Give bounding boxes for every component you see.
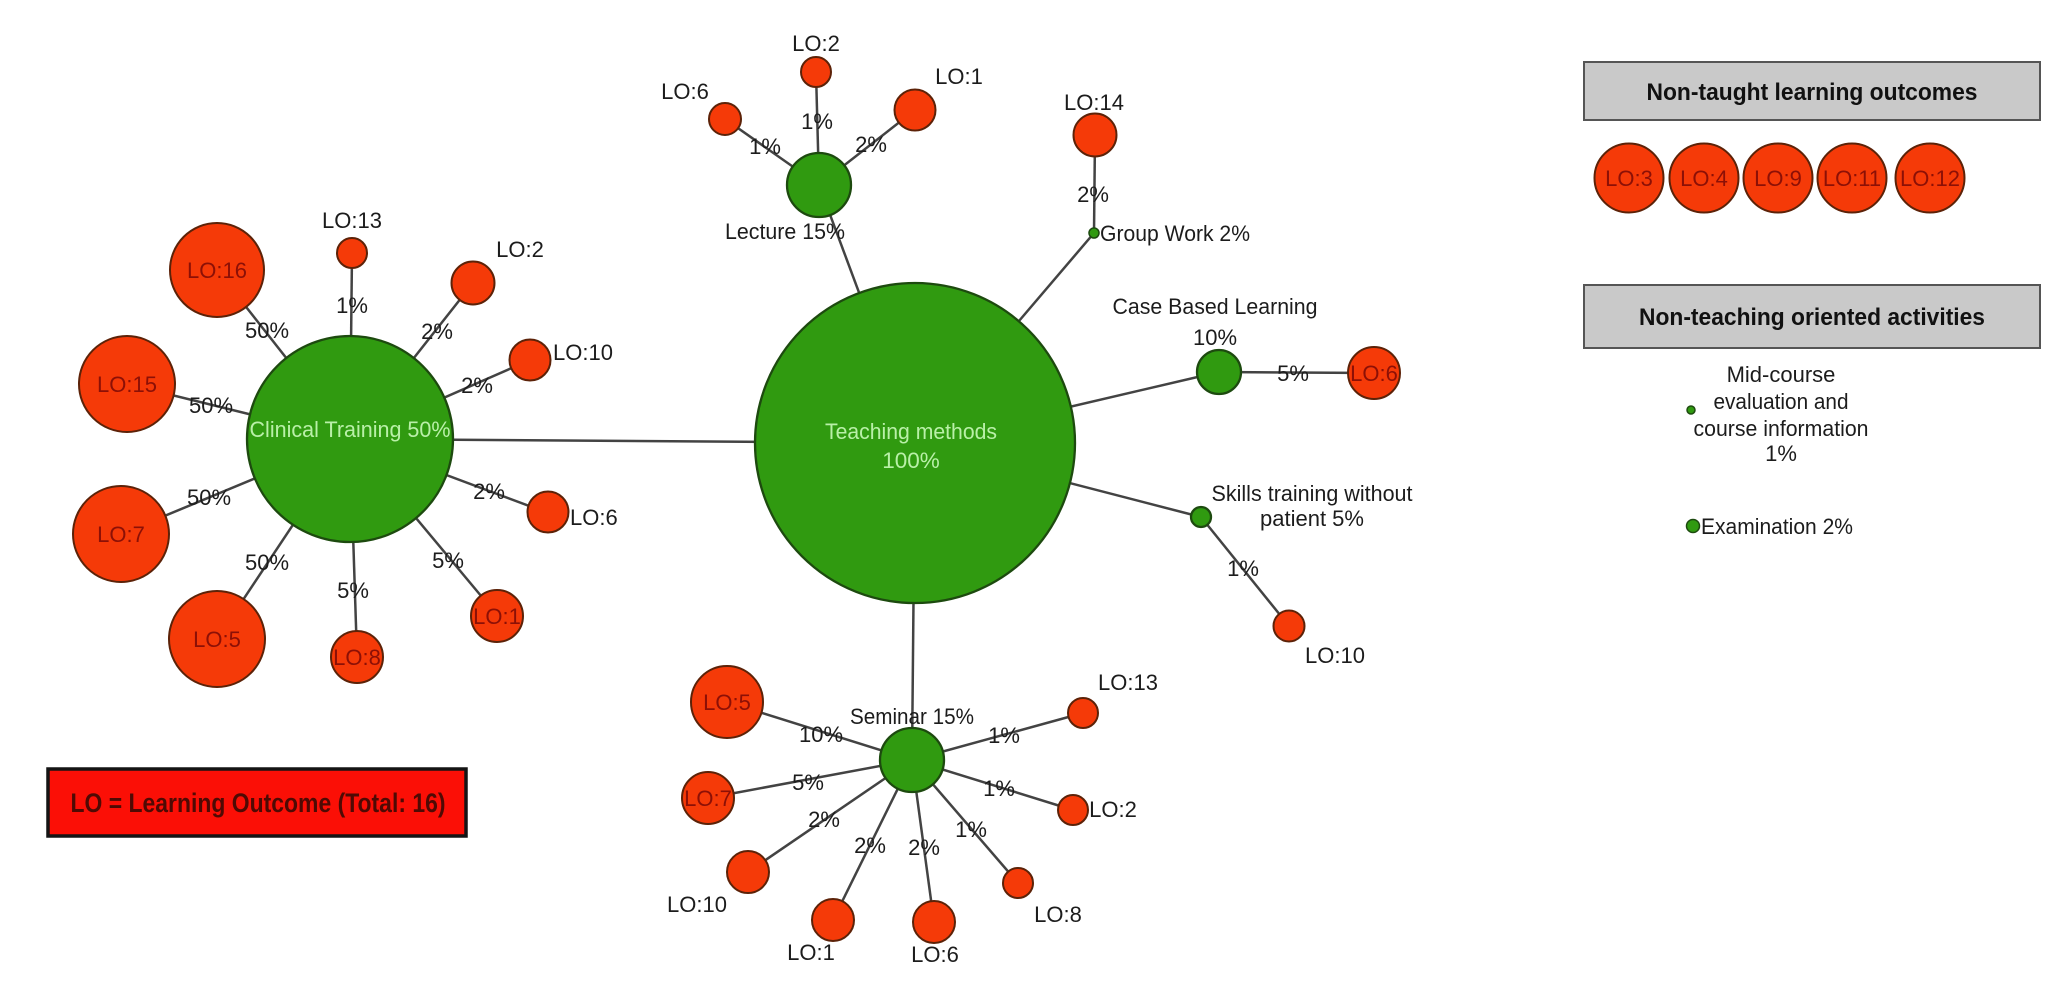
svg-text:LO:8: LO:8 [1034,902,1082,927]
svg-text:10%: 10% [799,722,843,747]
svg-text:LO:6: LO:6 [911,942,959,967]
svg-text:LO:7: LO:7 [97,522,145,547]
svg-text:2%: 2% [808,807,840,832]
svg-text:LO:13: LO:13 [322,208,382,233]
svg-text:Lecture 15%: Lecture 15% [725,219,845,244]
svg-text:50%: 50% [189,393,233,418]
svg-text:50%: 50% [245,318,289,343]
svg-text:Examination 2%: Examination 2% [1701,514,1853,539]
svg-text:1%: 1% [983,776,1015,801]
svg-text:LO:6: LO:6 [570,505,618,530]
svg-text:1%: 1% [988,723,1020,748]
svg-text:LO:5: LO:5 [193,627,241,652]
svg-text:LO:6: LO:6 [661,79,709,104]
svg-text:LO:7: LO:7 [684,786,732,811]
svg-text:5%: 5% [337,578,369,603]
svg-text:LO:10: LO:10 [667,892,727,917]
svg-text:LO:14: LO:14 [1064,90,1124,115]
svg-text:LO:2: LO:2 [792,31,840,56]
svg-text:LO:13: LO:13 [1098,670,1158,695]
svg-text:2%: 2% [473,479,505,504]
svg-text:1%: 1% [1765,441,1797,466]
svg-text:LO = Learning Outcome (Total:: LO = Learning Outcome (Total: 16) [71,788,446,818]
svg-text:5%: 5% [792,770,824,795]
svg-text:LO:11: LO:11 [1823,166,1881,191]
svg-text:LO:1: LO:1 [473,604,521,629]
svg-text:LO:5: LO:5 [703,690,751,715]
svg-text:2%: 2% [855,132,887,157]
svg-text:LO:10: LO:10 [553,340,613,365]
svg-text:LO:2: LO:2 [496,237,544,262]
svg-text:10%: 10% [1193,325,1237,350]
svg-text:2%: 2% [1077,182,1109,207]
svg-text:LO:15: LO:15 [97,372,157,397]
svg-text:5%: 5% [1277,361,1309,386]
svg-text:2%: 2% [908,835,940,860]
svg-text:Seminar 15%: Seminar 15% [850,704,974,729]
svg-text:2%: 2% [854,833,886,858]
svg-text:LO:2: LO:2 [1089,797,1137,822]
svg-text:Mid-course: Mid-course [1727,362,1836,387]
svg-text:patient 5%: patient 5% [1260,506,1364,531]
svg-text:2%: 2% [421,319,453,344]
svg-text:1%: 1% [955,817,987,842]
svg-text:LO:16: LO:16 [187,258,247,283]
svg-text:LO:3: LO:3 [1605,166,1653,191]
svg-text:1%: 1% [749,134,781,159]
svg-text:LO:4: LO:4 [1680,166,1728,191]
svg-text:LO:1: LO:1 [935,64,983,89]
svg-text:Non-taught learning outcomes: Non-taught learning outcomes [1647,79,1978,106]
svg-text:5%: 5% [432,548,464,573]
svg-text:evaluation and: evaluation and [1714,389,1849,414]
svg-text:Skills training without: Skills training without [1212,481,1413,506]
svg-text:LO:6: LO:6 [1350,361,1398,386]
svg-text:LO:12: LO:12 [1900,166,1960,191]
svg-text:Teaching methods: Teaching methods [825,419,997,444]
svg-text:Case Based Learning: Case Based Learning [1113,294,1318,319]
svg-text:Non-teaching oriented activiti: Non-teaching oriented activities [1639,304,1985,331]
svg-text:50%: 50% [245,550,289,575]
svg-text:1%: 1% [1227,556,1259,581]
svg-text:Clinical Training 50%: Clinical Training 50% [250,417,451,442]
svg-text:course information: course information [1694,416,1869,441]
svg-text:LO:9: LO:9 [1754,166,1802,191]
svg-text:LO:8: LO:8 [333,645,381,670]
svg-text:LO:1: LO:1 [787,940,835,965]
svg-text:2%: 2% [461,373,493,398]
svg-text:1%: 1% [336,293,368,318]
svg-text:100%: 100% [882,448,940,473]
svg-text:Group Work 2%: Group Work 2% [1100,221,1250,246]
svg-text:1%: 1% [801,109,833,134]
svg-text:LO:10: LO:10 [1305,643,1365,668]
svg-text:50%: 50% [187,485,231,510]
